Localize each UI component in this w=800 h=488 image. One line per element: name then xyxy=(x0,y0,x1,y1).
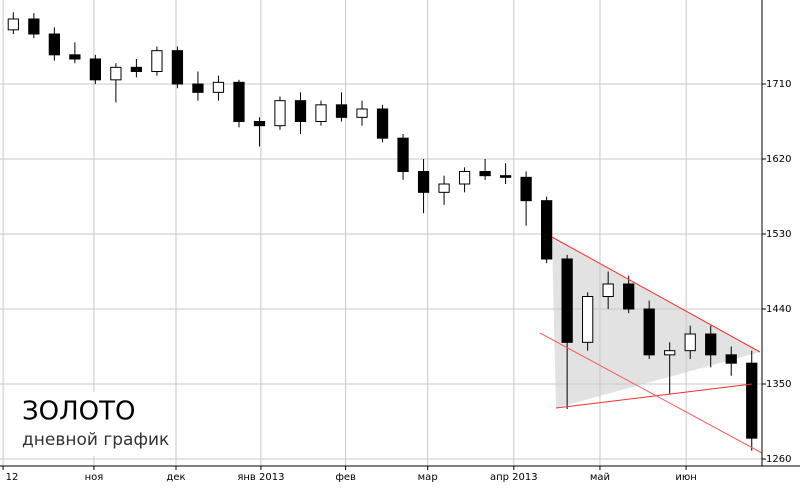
triangle-pattern xyxy=(552,237,760,408)
candle-body xyxy=(438,183,450,193)
chart-title: ЗОЛОТО xyxy=(22,397,136,427)
candle-body xyxy=(520,176,532,202)
x-tick-label: янв 2013 xyxy=(237,472,284,483)
candle-body xyxy=(376,108,389,139)
trend-line xyxy=(551,236,761,353)
candle-body xyxy=(541,200,553,260)
x-tick-label: май xyxy=(590,472,610,483)
candle-body xyxy=(356,108,368,118)
label-box xyxy=(12,392,172,456)
candle-body xyxy=(335,104,348,118)
x-tick-label: мар xyxy=(418,472,438,483)
candle-body xyxy=(479,171,491,177)
y-tick-label: 1440 xyxy=(766,304,791,315)
candle-body xyxy=(89,58,102,81)
candle-body xyxy=(233,81,245,123)
candle-body xyxy=(110,66,122,81)
candle-body xyxy=(7,18,19,31)
candle-body xyxy=(315,104,327,123)
x-tick-label: фев xyxy=(335,472,356,483)
candle-body xyxy=(397,137,409,173)
candle-body xyxy=(28,18,40,35)
candle-body xyxy=(130,66,143,73)
chart-subtitle: дневной график xyxy=(22,430,169,450)
y-tick-label: 1620 xyxy=(766,154,791,165)
candle-body xyxy=(171,50,184,85)
candle-body xyxy=(705,333,717,356)
candle-body xyxy=(274,100,286,127)
candle-body xyxy=(192,83,204,93)
candle-body xyxy=(623,283,635,310)
trend-line xyxy=(539,332,763,454)
y-tick-label: 1710 xyxy=(766,79,791,90)
candle-body xyxy=(602,283,614,297)
candle-body xyxy=(69,54,81,60)
candle-body xyxy=(212,81,225,93)
x-tick-label: июн xyxy=(675,472,696,483)
candle-body xyxy=(746,362,758,439)
plot-area xyxy=(0,0,762,466)
y-tick-label: 1350 xyxy=(766,379,791,390)
y-tick-label: 1260 xyxy=(766,454,791,465)
candle-body xyxy=(294,100,307,122)
candle-body xyxy=(725,354,737,364)
candle-body xyxy=(643,308,655,356)
x-tick-label: 12 xyxy=(6,472,19,483)
candle-body xyxy=(684,333,696,352)
candle-body xyxy=(48,33,60,56)
candle-body xyxy=(499,175,512,178)
x-tick-label: ноя xyxy=(85,472,104,483)
candle-body xyxy=(151,50,163,73)
candle-body xyxy=(561,258,573,343)
candle-body xyxy=(253,121,266,127)
candle-body xyxy=(582,296,594,343)
trend-line xyxy=(555,383,753,409)
candle-body xyxy=(458,171,471,185)
y-tick-label: 1530 xyxy=(766,229,791,240)
candle-body xyxy=(417,171,430,193)
candle-body xyxy=(664,350,676,356)
x-tick-label: дек xyxy=(166,472,185,483)
x-tick-label: апр 2013 xyxy=(490,472,538,483)
